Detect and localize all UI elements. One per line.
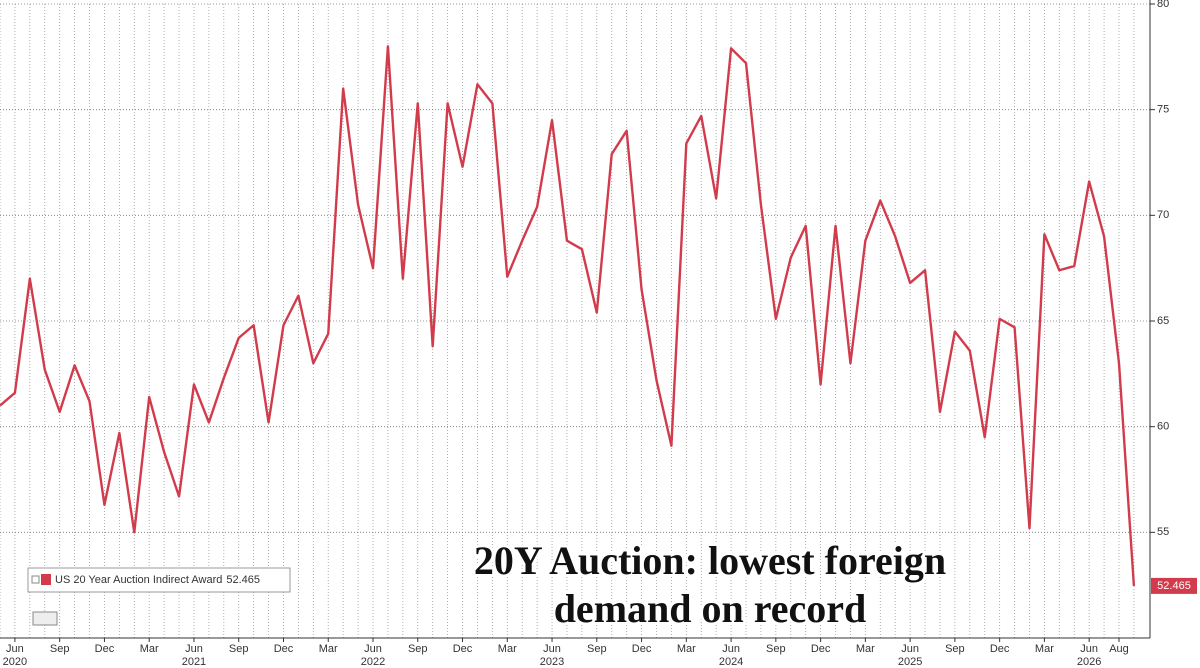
year-label: 2026 <box>1077 656 1101 668</box>
y-tick-label: 75 <box>1157 104 1169 116</box>
legend-name: US 20 Year Auction Indirect Award <box>55 574 222 586</box>
y-tick-label: 65 <box>1157 315 1169 327</box>
y-tick-label: 60 <box>1157 421 1169 433</box>
x-tick-label: Dec <box>990 643 1010 655</box>
x-tick-label: Dec <box>453 643 473 655</box>
legend-icon <box>32 611 58 626</box>
y-tick-label: 70 <box>1157 209 1169 221</box>
x-tick-label: Sep <box>587 643 607 655</box>
legend-label: US 20 Year Auction Indirect Award 52.465 <box>55 574 260 586</box>
x-tick-label: Mar <box>677 643 696 655</box>
legend-swatch <box>41 574 51 585</box>
legend-box <box>27 567 291 593</box>
x-tick-label: Sep <box>50 643 70 655</box>
year-label: 2023 <box>540 656 564 668</box>
year-label: 2024 <box>719 656 743 668</box>
x-tick-label: Aug <box>1109 643 1129 655</box>
grid <box>0 0 1155 642</box>
x-tick-label: Jun <box>364 643 382 655</box>
year-label: 2025 <box>898 656 922 668</box>
x-tick-label: Dec <box>811 643 831 655</box>
year-label: 2021 <box>182 656 206 668</box>
year-label: 2020 <box>3 656 27 668</box>
x-tick-label: Dec <box>274 643 294 655</box>
x-tick-label: Sep <box>408 643 428 655</box>
annotation: demand on record <box>554 586 867 631</box>
year-label: 2022 <box>361 656 385 668</box>
x-tick-label: Sep <box>766 643 786 655</box>
x-tick-label: Mar <box>319 643 338 655</box>
annotation: 20Y Auction: lowest foreign <box>474 538 946 583</box>
x-tick-label: Jun <box>722 643 740 655</box>
legend-toggle <box>31 575 40 584</box>
x-tick-label: Jun <box>543 643 561 655</box>
y-tick-label: 55 <box>1157 526 1169 538</box>
x-tick-label: Dec <box>95 643 115 655</box>
x-tick-label: Mar <box>856 643 875 655</box>
y-tick-label: 80 <box>1157 0 1169 10</box>
labels: 55 60 65 70 75 80 Jun Sep Dec Mar Jun Sep Dec Mar Jun S… <box>3 0 1197 668</box>
x-tick-label: Sep <box>945 643 965 655</box>
x-tick-label: Dec <box>632 643 652 655</box>
legend-value: 52.465 <box>226 574 260 586</box>
x-tick-label: Jun <box>901 643 919 655</box>
series-line <box>0 45 1136 586</box>
last-value-label: 52.465 <box>1157 580 1191 592</box>
x-tick-label: Mar <box>498 643 517 655</box>
x-tick-label: Mar <box>1035 643 1054 655</box>
marks <box>0 45 1136 586</box>
x-tick-label: Sep <box>229 643 249 655</box>
x-tick-label: Jun <box>1080 643 1098 655</box>
x-tick-label: Jun <box>185 643 203 655</box>
last-value-tag <box>1151 577 1197 594</box>
x-tick-label: Mar <box>140 643 159 655</box>
x-tick-label: Jun <box>6 643 24 655</box>
